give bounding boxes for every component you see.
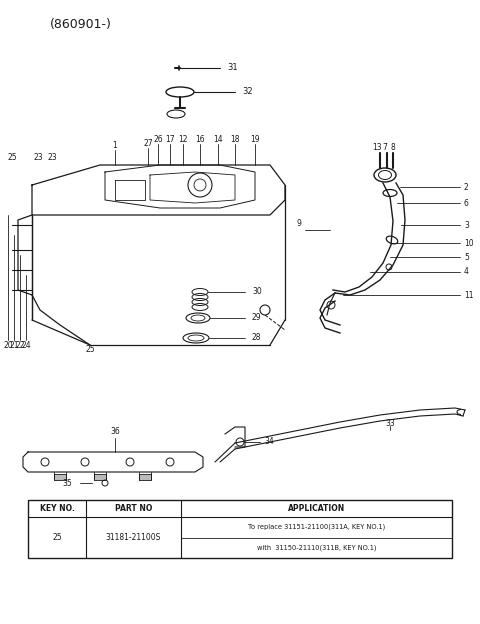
Text: 22: 22 [15, 341, 25, 349]
Text: 32: 32 [242, 87, 252, 97]
Text: 9: 9 [296, 218, 301, 228]
Text: 33: 33 [385, 419, 395, 427]
Text: with  31150-21110(311B, KEY NO.1): with 31150-21110(311B, KEY NO.1) [257, 545, 376, 551]
Text: KEY NO.: KEY NO. [39, 504, 74, 513]
Text: 20: 20 [3, 341, 13, 349]
Text: 26: 26 [153, 135, 163, 144]
Text: 31: 31 [227, 64, 238, 72]
Text: 18: 18 [230, 135, 240, 144]
Text: 27: 27 [143, 139, 153, 147]
Text: 36: 36 [110, 427, 120, 437]
Text: 5: 5 [464, 253, 469, 261]
Text: 25: 25 [52, 533, 62, 542]
Text: 21: 21 [9, 341, 19, 349]
Bar [94, 474, 106, 480]
Text: To replace 31151-21100(311A, KEY NO.1): To replace 31151-21100(311A, KEY NO.1) [248, 524, 385, 530]
Text: 3: 3 [464, 220, 469, 230]
Text: 34: 34 [264, 437, 274, 447]
Text: 25: 25 [7, 154, 17, 162]
Text: 30: 30 [252, 288, 262, 296]
Text: 4: 4 [464, 268, 469, 276]
Bar [28, 500, 452, 558]
Text: 8: 8 [391, 144, 396, 152]
Text: 17: 17 [165, 135, 175, 144]
Text: 13: 13 [372, 144, 382, 152]
Text: 35: 35 [62, 479, 72, 487]
Text: 25: 25 [85, 346, 95, 354]
Text: 6: 6 [464, 198, 469, 208]
Text: 1: 1 [113, 140, 118, 150]
Text: 23: 23 [33, 154, 43, 162]
Text: 12: 12 [178, 135, 188, 144]
Text: 14: 14 [213, 135, 223, 144]
Text: 2: 2 [464, 182, 469, 192]
Text: (860901-): (860901-) [50, 18, 112, 31]
Text: 31181-21100S: 31181-21100S [106, 533, 161, 542]
Text: 7: 7 [383, 144, 387, 152]
Text: 10: 10 [464, 238, 474, 248]
Text: 19: 19 [250, 135, 260, 144]
Bar [54, 474, 66, 480]
Text: 23: 23 [47, 154, 57, 162]
Text: 24: 24 [21, 341, 31, 349]
Text: 16: 16 [195, 135, 205, 144]
Text: APPLICATION: APPLICATION [288, 504, 345, 513]
Text: 28: 28 [252, 333, 262, 343]
Text: 11: 11 [464, 291, 473, 300]
Text: PART NO: PART NO [115, 504, 152, 513]
Bar [139, 474, 151, 480]
Text: 29: 29 [252, 313, 262, 323]
